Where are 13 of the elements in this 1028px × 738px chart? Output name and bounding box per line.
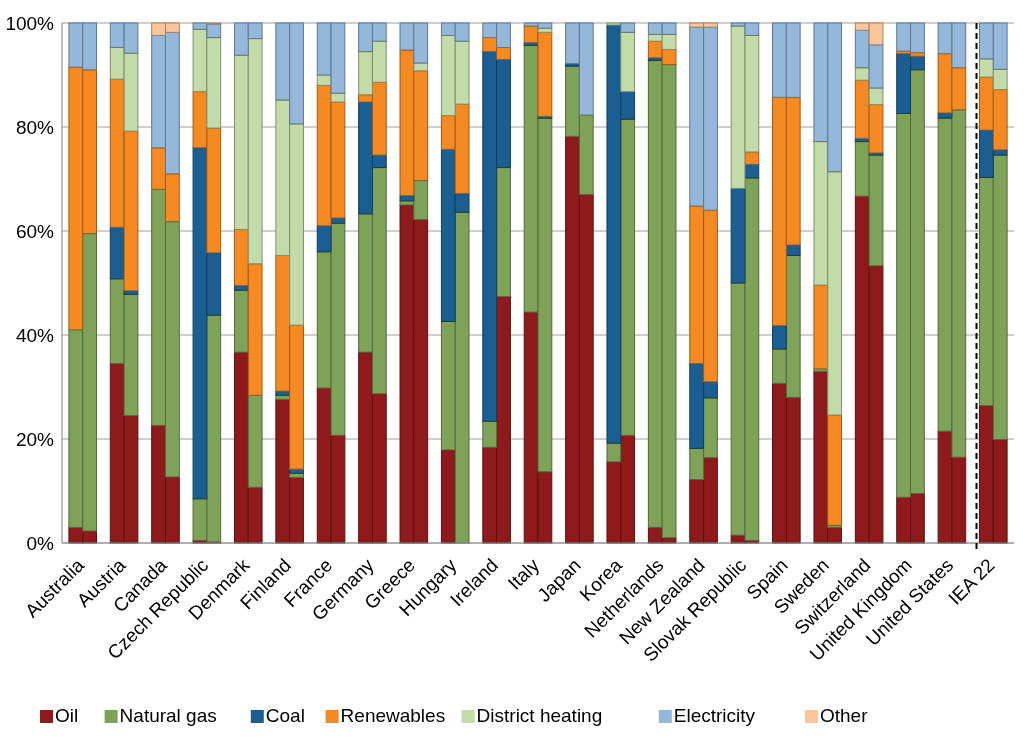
legend-label: District heating	[476, 705, 603, 726]
y-tick-label: 40%	[15, 324, 55, 346]
y-tick-label: 80%	[15, 116, 55, 138]
legend-label: Renewables	[340, 705, 446, 726]
legend-label: Electricity	[673, 705, 756, 726]
y-tick-label: 60%	[15, 220, 55, 242]
legend-label: Other	[820, 705, 869, 726]
y-tick-label: 100%	[5, 12, 55, 34]
y-tick-label: 20%	[15, 428, 55, 450]
y-tick-label: 0%	[26, 532, 55, 554]
legend-label: Natural gas	[119, 705, 217, 726]
legend-label: Oil	[55, 705, 79, 726]
legend-label: Coal	[265, 705, 305, 726]
